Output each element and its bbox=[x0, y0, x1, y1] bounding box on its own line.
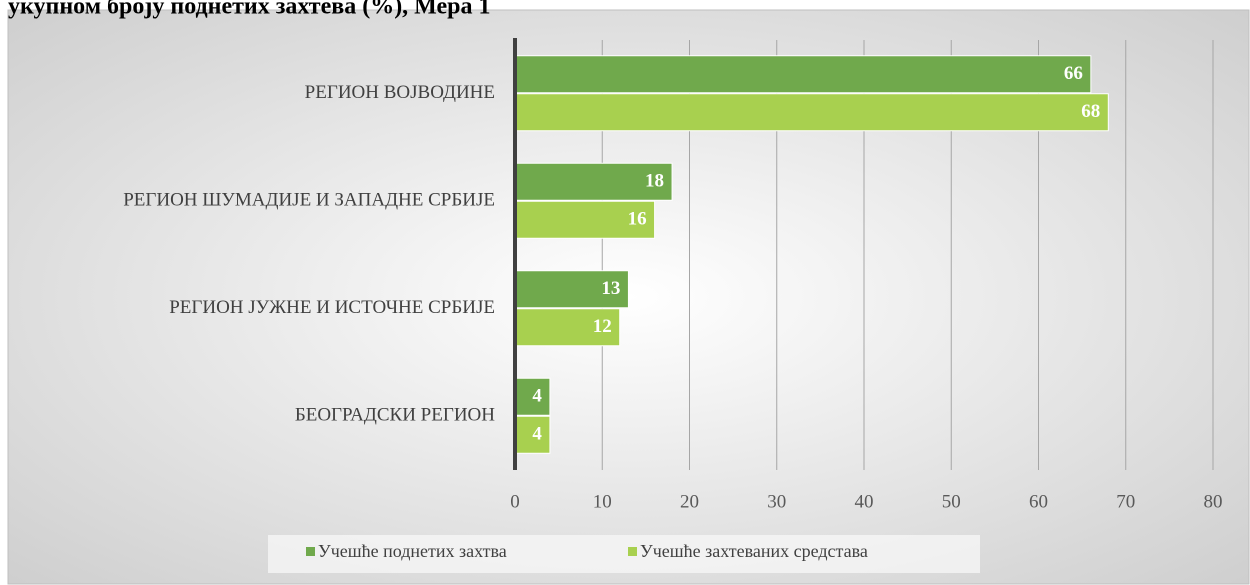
legend-box bbox=[268, 535, 980, 573]
legend-marker bbox=[628, 547, 637, 556]
value-label: 4 bbox=[532, 424, 542, 445]
bar bbox=[514, 93, 1109, 132]
chart-title: укупном броју поднетих захтева (%), Мера… bbox=[8, 0, 491, 20]
value-label: 16 bbox=[628, 209, 647, 230]
category-label: БЕОГРАДСКИ РЕГИОН bbox=[295, 405, 495, 426]
bar bbox=[514, 308, 621, 347]
category-label: РЕГИОН ЈУЖНЕ И ИСТОЧНЕ СРБИЈЕ bbox=[169, 297, 495, 318]
bar bbox=[514, 55, 1092, 94]
x-tick-label: 60 bbox=[1029, 491, 1048, 512]
bar bbox=[514, 162, 673, 201]
category-label: РЕГИОН ВОЈВОДИНЕ bbox=[305, 82, 495, 103]
bar bbox=[514, 200, 656, 239]
x-tick-label: 30 bbox=[767, 491, 786, 512]
value-label: 12 bbox=[593, 316, 612, 337]
x-tick-label: 80 bbox=[1204, 491, 1223, 512]
x-tick-label: 0 bbox=[510, 491, 520, 512]
x-tick-label: 70 bbox=[1116, 491, 1135, 512]
x-tick-label: 40 bbox=[855, 491, 874, 512]
legend-marker bbox=[306, 547, 315, 556]
category-label: РЕГИОН ШУМАДИЈЕ И ЗАПАДНЕ СРБИЈЕ bbox=[123, 190, 495, 211]
x-tick-label: 20 bbox=[680, 491, 699, 512]
x-tick-label: 10 bbox=[593, 491, 612, 512]
bar bbox=[514, 270, 629, 309]
value-label: 4 bbox=[532, 386, 542, 407]
legend-label: Учешће поднетих захтва bbox=[318, 541, 507, 561]
value-label: 13 bbox=[601, 278, 620, 299]
legend-label: Учешће захтеваних средстава bbox=[640, 541, 868, 561]
value-label: 68 bbox=[1081, 101, 1100, 122]
value-label: 18 bbox=[645, 171, 664, 192]
x-tick-label: 50 bbox=[942, 491, 961, 512]
value-label: 66 bbox=[1064, 63, 1083, 84]
bar bbox=[514, 377, 551, 416]
